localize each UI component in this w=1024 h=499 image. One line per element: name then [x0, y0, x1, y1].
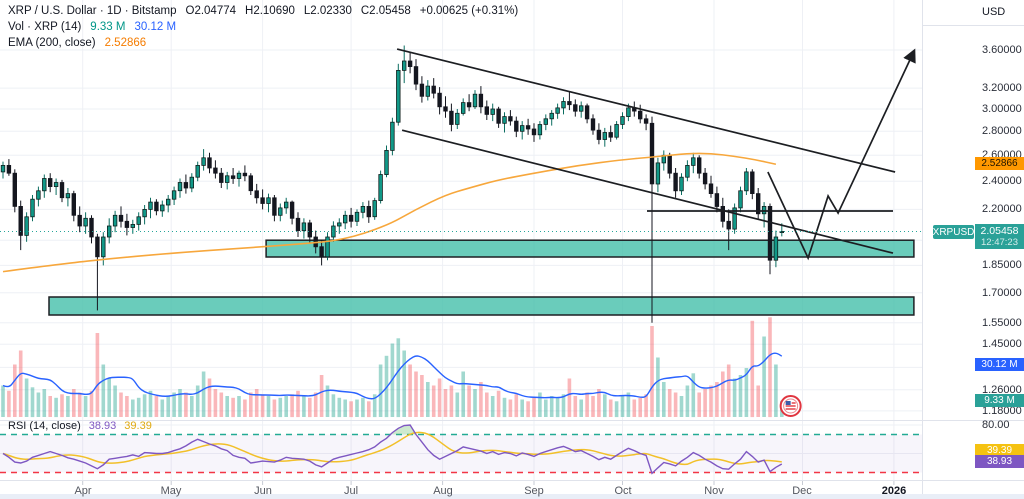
- volume-indicator-title[interactable]: Vol · XRP (14): [8, 21, 82, 33]
- bar-countdown: 12:47:23: [981, 237, 1018, 248]
- price-axis-tick: 1.85000: [982, 259, 1022, 271]
- rsi-overbought-fill: [392, 425, 416, 435]
- support-zone-lower: [48, 296, 915, 316]
- volume-legend-row[interactable]: Vol · XRP (14) 9.33 M 30.12 M: [8, 20, 518, 35]
- price-axis-tick: 3.00000: [982, 103, 1022, 115]
- time-axis-label-aug: Aug: [433, 485, 453, 497]
- time-axis-label-dec: Dec: [792, 485, 812, 497]
- price-axis-tick: 1.55000: [982, 317, 1022, 329]
- window-bottom-strip: [0, 494, 1024, 499]
- bullish-projection-arrow: [767, 48, 916, 261]
- ema-legend-row[interactable]: EMA (200, close) 2.52866: [8, 36, 518, 51]
- support-zone-upper: [265, 239, 915, 258]
- volume-ma: [2, 352, 783, 400]
- rsi-ma-axis-label: 39.39: [975, 444, 1024, 457]
- rsi-ma-line: [2, 431, 782, 466]
- support-zones: [48, 239, 915, 316]
- rsi-value: 38.93: [88, 420, 117, 432]
- rsi-line: [2, 424, 783, 475]
- ema-200-line: [2, 152, 777, 273]
- price-axis-tick: 1.45000: [982, 338, 1022, 350]
- ema-axis-label: 2.52866: [975, 157, 1024, 170]
- time-axis-label-apr: Apr: [74, 485, 92, 497]
- rsi-axis-label: 38.93: [975, 455, 1024, 468]
- descending-channel-lower-line: [401, 129, 894, 254]
- rsi-axis-tick-80: 80.00: [982, 419, 1010, 431]
- rsi-indicator-title[interactable]: RSI (14, close): [8, 420, 81, 432]
- volume-ma-line: [2, 352, 783, 400]
- rsi-ma-value: 39.39: [124, 420, 152, 432]
- time-axis-label-oct: Oct: [614, 485, 632, 497]
- volume-axis-label: 9.33 M: [975, 394, 1024, 407]
- volume-ma-axis-label: 30.12 M: [975, 358, 1024, 371]
- time-axis-label-2026: 2026: [881, 485, 907, 497]
- ema-value: 2.52866: [104, 37, 147, 49]
- ohlc-high: H2.10690: [245, 5, 295, 17]
- price-axis-tick: 1.18000: [982, 405, 1022, 417]
- time-axis-label-sep: Sep: [524, 485, 544, 497]
- ohlc-open: O2.04774: [185, 5, 237, 17]
- symbol-axis-badge: XRPUSD: [932, 225, 975, 239]
- ohlc-low: L2.02330: [303, 5, 352, 17]
- price-axis-tick: 3.20000: [982, 82, 1022, 94]
- ohlc-close: C2.05458: [360, 5, 411, 17]
- drawings: [396, 48, 916, 261]
- price-change: +0.00625 (+0.31%): [419, 5, 519, 17]
- symbol-legend-row[interactable]: XRP / U.S. Dollar · 1D · Bitstamp O2.047…: [8, 4, 518, 19]
- time-axis-label-jun: Jun: [254, 485, 272, 497]
- price-axis-tick: 2.80000: [982, 125, 1022, 137]
- candle-wicks: [2, 45, 783, 323]
- time-axis-label-may: May: [160, 485, 182, 497]
- symbol-title[interactable]: XRP / U.S. Dollar · 1D · Bitstamp: [8, 5, 177, 17]
- price-axis-tick: 2.40000: [982, 175, 1022, 187]
- price-axis-tick: 1.70000: [982, 287, 1022, 299]
- time-axis-label-jul: Jul: [343, 485, 359, 497]
- currency-toggle-button[interactable]: USD: [982, 6, 1006, 18]
- volume-bars: [1, 317, 784, 418]
- price-axis-tick: 2.20000: [982, 203, 1022, 215]
- rsi-legend-row[interactable]: RSI (14, close) 38.93 39.39: [8, 420, 152, 432]
- price-axis-tick: 3.60000: [982, 44, 1022, 56]
- last-price-axis-label: 2.05458 12:47:23: [975, 224, 1024, 249]
- ema: [2, 152, 777, 273]
- candle-bodies: [0, 60, 784, 261]
- us-flag-event-icon[interactable]: [779, 395, 802, 417]
- ema-indicator-title[interactable]: EMA (200, close): [8, 37, 96, 49]
- descending-channel-upper-line: [396, 48, 896, 173]
- last-price-value: 2.05458: [980, 225, 1019, 237]
- volume-ma-value: 30.12 M: [134, 21, 177, 33]
- volume-current-value: 9.33 M: [90, 21, 126, 33]
- chart-legend: XRP / U.S. Dollar · 1D · Bitstamp O2.047…: [8, 4, 518, 52]
- price-axis-tick: 1.26000: [982, 384, 1022, 396]
- rsi-pane: [0, 424, 922, 475]
- time-axis-label-nov: Nov: [704, 485, 724, 497]
